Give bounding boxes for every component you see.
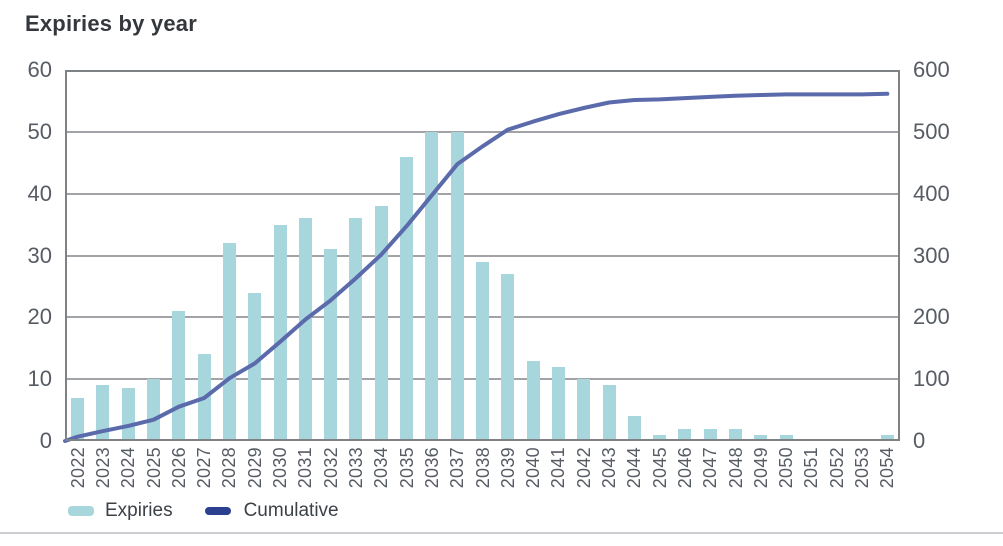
x-label-2025: 2025 (143, 447, 164, 489)
x-label-2036: 2036 (421, 447, 442, 489)
y-right-label-400: 400 (913, 180, 950, 206)
bar-2037 (450, 131, 464, 441)
bar-2038 (476, 261, 489, 441)
x-label-2048: 2048 (725, 447, 746, 489)
gridline-30 (65, 254, 900, 257)
bar-2040 (526, 360, 540, 441)
x-label-2035: 2035 (396, 447, 417, 489)
bar-2022 (71, 397, 85, 441)
y-left-label-0: 0 (39, 428, 52, 453)
x-label-2045: 2045 (649, 447, 670, 489)
legend: Expiries Cumulative (68, 500, 339, 522)
y-left-label-30: 30 (27, 242, 52, 268)
bar-2049 (754, 434, 768, 441)
bar-2030 (273, 224, 287, 441)
y-left-label-50: 50 (27, 118, 52, 144)
x-label-2053: 2053 (852, 447, 873, 489)
x-label-2031: 2031 (295, 447, 316, 489)
bar-2025 (147, 379, 161, 441)
x-label-2052: 2052 (826, 447, 847, 489)
bar-2050 (779, 434, 793, 441)
y-right-label-600: 600 (913, 57, 950, 82)
bar-2045 (653, 434, 667, 441)
bar-2039 (501, 274, 515, 441)
x-label-2050: 2050 (776, 447, 797, 489)
bar-2029 (248, 292, 262, 441)
y-right-label-100: 100 (913, 366, 950, 392)
x-label-2023: 2023 (92, 447, 113, 489)
gridline-40 (65, 192, 900, 195)
x-label-2046: 2046 (674, 447, 695, 489)
x-label-2043: 2043 (599, 447, 619, 489)
bar-2036 (425, 131, 439, 441)
x-label-2026: 2026 (168, 447, 189, 489)
bar-2047 (703, 428, 717, 441)
x-label-2040: 2040 (523, 447, 544, 489)
x-label-2029: 2029 (244, 447, 265, 489)
bar-2042 (577, 379, 591, 441)
x-label-2028: 2028 (219, 447, 240, 489)
y-right-label-500: 500 (913, 118, 950, 144)
x-label-2039: 2039 (497, 447, 518, 489)
x-label-2047: 2047 (700, 447, 721, 489)
y-left-label-10: 10 (27, 366, 52, 392)
bar-2031 (298, 218, 312, 441)
x-label-2049: 2049 (750, 447, 771, 489)
y-right-label-300: 300 (913, 242, 950, 268)
cumulative-line-path (63, 91, 890, 443)
bar-2028 (222, 243, 236, 441)
x-label-2024: 2024 (118, 447, 139, 489)
bar-2054 (880, 434, 894, 441)
x-label-2030: 2030 (270, 447, 291, 489)
x-label-2022: 2022 (67, 447, 88, 489)
bar-2043 (602, 385, 616, 441)
bottom-divider (0, 532, 1003, 534)
legend-label-expiries: Expiries (105, 500, 173, 521)
x-label-2033: 2033 (345, 447, 366, 489)
x-label-2044: 2044 (624, 447, 645, 489)
chart-title: Expiries by year (25, 11, 197, 36)
x-label-2034: 2034 (371, 447, 392, 489)
legend-label-cumulative: Cumulative (243, 500, 339, 521)
x-label-2038: 2038 (472, 447, 493, 489)
y-left-label-60: 60 (27, 57, 52, 82)
x-label-2042: 2042 (573, 447, 594, 489)
bar-2034 (374, 206, 388, 441)
plot-area (63, 70, 900, 443)
y-left-label-20: 20 (27, 304, 52, 330)
bar-2041 (551, 366, 565, 441)
bar-2048 (729, 428, 743, 441)
bar-2023 (96, 385, 110, 441)
gridline-50 (65, 130, 900, 133)
x-label-2041: 2041 (548, 447, 569, 489)
y-right-label-200: 200 (913, 304, 950, 330)
x-label-2054: 2054 (877, 447, 898, 489)
x-label-2051: 2051 (801, 447, 822, 489)
y-right-label-0: 0 (913, 428, 926, 453)
legend-swatch-cumulative (204, 507, 231, 515)
x-label-2027: 2027 (194, 447, 215, 489)
legend-swatch-expiries (68, 506, 94, 516)
cumulative-line (63, 91, 890, 443)
bar-2044 (627, 416, 641, 441)
y-left-label-40: 40 (27, 180, 52, 206)
bar-2046 (678, 428, 692, 441)
x-label-2032: 2032 (320, 447, 341, 489)
x-label-2037: 2037 (447, 447, 468, 489)
